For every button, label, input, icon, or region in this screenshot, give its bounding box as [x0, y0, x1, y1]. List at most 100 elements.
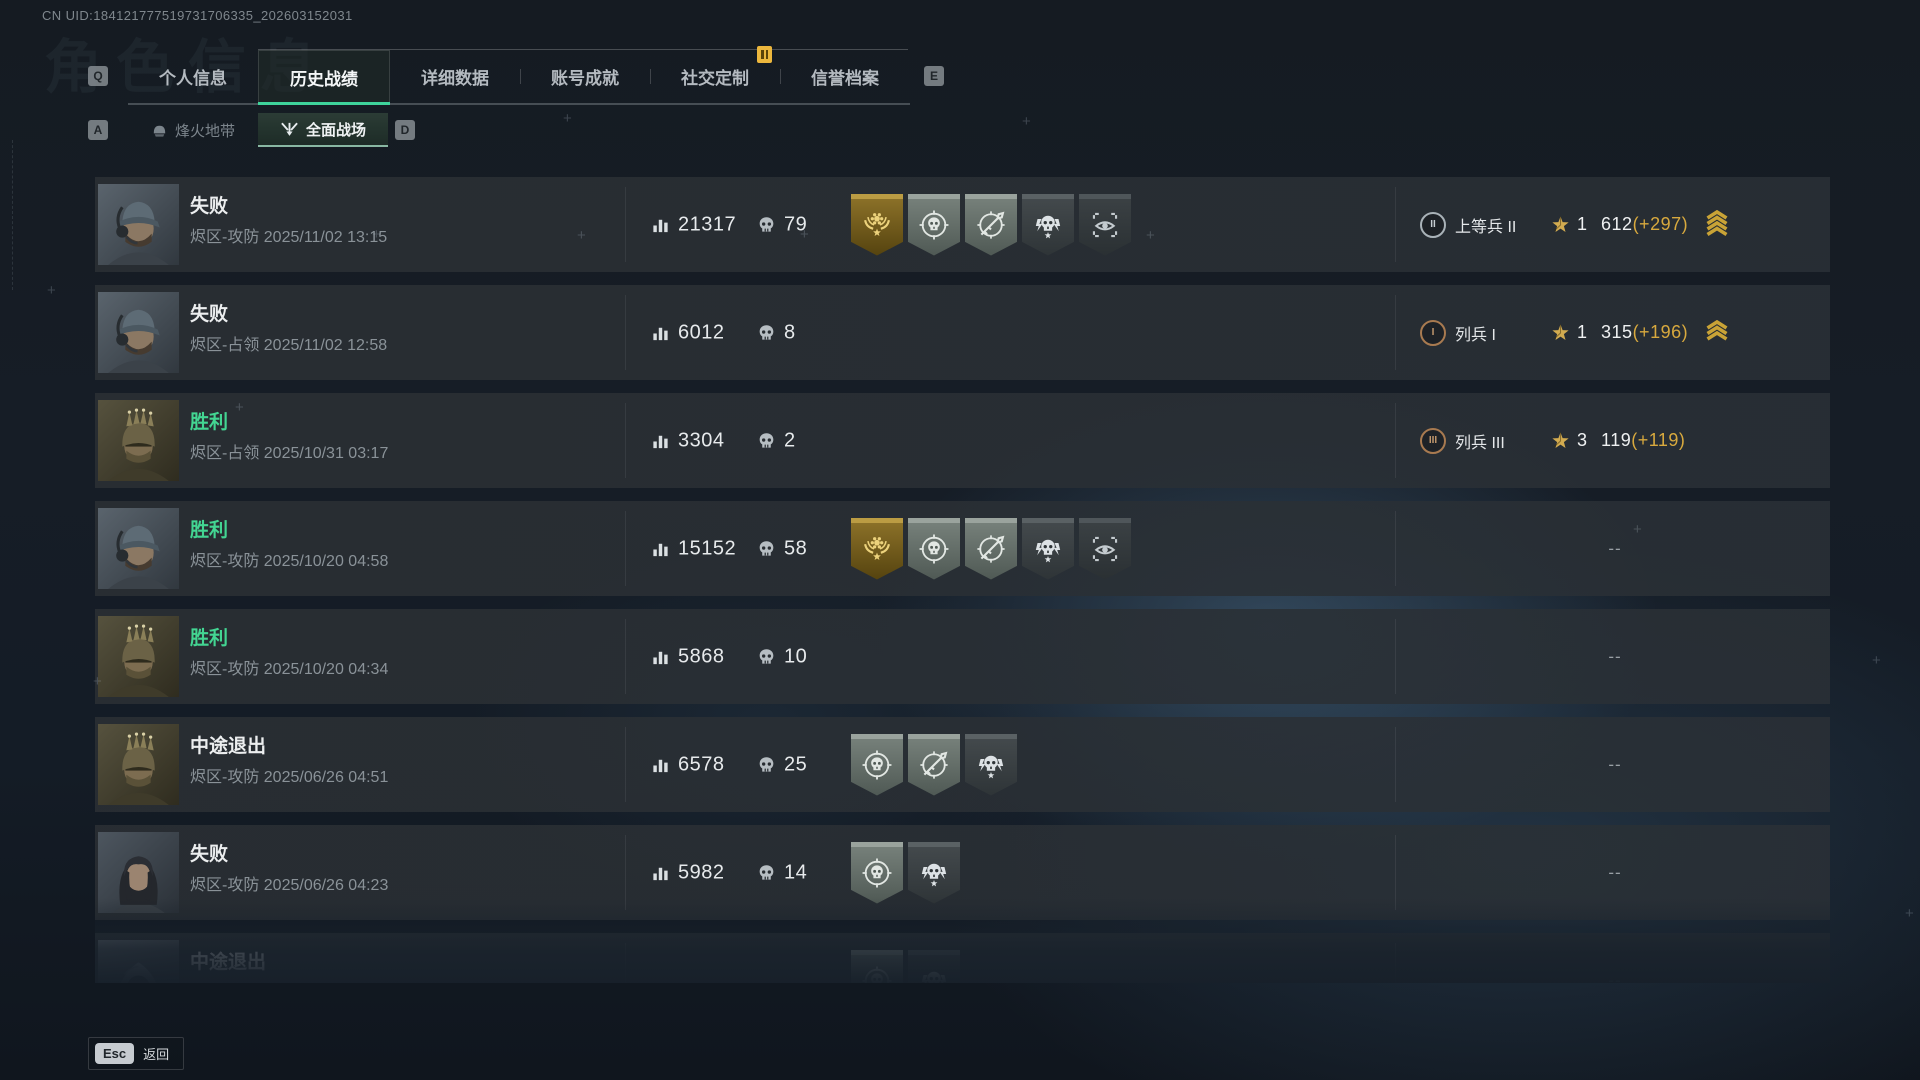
- skull-scope-medal-icon: [851, 949, 903, 983]
- player-avatar: [98, 508, 179, 589]
- skull-icon: [757, 863, 776, 882]
- rank-placeholder: --: [1608, 754, 1622, 774]
- match-score: 3304: [678, 429, 725, 451]
- match-row[interactable]: 失败 烬区-占领 2025/11/02 12:58 6012 8 I 列兵 I 1…: [95, 285, 1830, 380]
- rank-placeholder: --: [1608, 970, 1622, 984]
- tab-4[interactable]: 账号成就: [520, 50, 650, 103]
- match-row[interactable]: 失败 烬区-攻防 2025/11/02 13:15 21317 79 II 上等兵…: [95, 177, 1830, 272]
- tab-6[interactable]: 信誉档案: [780, 50, 910, 103]
- skull-scope-medal-icon: [908, 193, 960, 256]
- back-button[interactable]: Esc 返回: [88, 1037, 185, 1070]
- back-label: 返回: [143, 1047, 170, 1062]
- column-divider: [625, 295, 626, 370]
- match-row[interactable]: 中途退出 烬区-攻防 2025/06/26 04:51 6578 25 --: [95, 717, 1830, 812]
- match-score: 6012: [678, 321, 725, 343]
- mode-option-label: 全面战场: [305, 121, 366, 139]
- key-hint-a: A: [88, 120, 108, 140]
- player-avatar: [98, 184, 179, 265]
- rank-info: II 上等兵 II 1 612(+297): [1420, 177, 1730, 272]
- rank-info: III 列兵 III 3 119(+119): [1420, 393, 1685, 488]
- tab-3[interactable]: 详细数据: [421, 69, 489, 88]
- match-score: 15152: [678, 537, 737, 559]
- match-kills: 79: [784, 213, 808, 235]
- match-row[interactable]: 胜利 烬区-占领 2025/10/31 03:17 3304 2 III 列兵 I…: [95, 393, 1830, 488]
- key-hint-d: D: [395, 120, 415, 140]
- tab-5[interactable]: 社交定制: [650, 50, 780, 103]
- match-row[interactable]: 失败 烬区-攻防 2025/06/26 04:23 5982 14 --: [95, 825, 1830, 920]
- skull-lightning-medal-icon: [965, 733, 1017, 796]
- alert-icon: [757, 46, 772, 63]
- skull-icon: [757, 755, 776, 774]
- crosshair-marker-decoration: +: [1022, 113, 1031, 130]
- rank-star-level: 1: [1577, 214, 1588, 234]
- tab-2[interactable]: 历史战绩: [258, 50, 390, 105]
- tab-1[interactable]: 个人信息: [159, 69, 227, 88]
- player-avatar: [98, 832, 179, 913]
- match-mode-datetime: 烬区-攻防 2025/11/02 13:15: [190, 229, 388, 246]
- match-score: 21317: [678, 213, 737, 235]
- skull-icon: [757, 323, 776, 342]
- main-tabbar: 个人信息 历史战绩 详细数据 账号成就 社交定制 信誉档案: [128, 50, 910, 105]
- column-divider: [625, 187, 626, 262]
- rank-placeholder: --: [1608, 862, 1622, 882]
- match-mode-datetime: 烬区-占领 2025/10/31 03:17: [190, 445, 389, 462]
- match-mode-datetime: 烬区-攻防 2025/10/20 04:34: [190, 661, 389, 678]
- skull-scope-medal-icon: [908, 517, 960, 580]
- match-score: 5982: [678, 861, 725, 883]
- match-mode-datetime: 烬区-攻防 2025/10/20 04:58: [190, 553, 389, 570]
- eye-brackets-medal-icon: [1079, 193, 1131, 256]
- rank-name: 列兵 I: [1455, 326, 1496, 344]
- match-kills: 58: [784, 537, 808, 559]
- skull-lightning-medal-icon: [908, 841, 960, 904]
- match-row[interactable]: 胜利 烬区-攻防 2025/10/20 04:58 15152 58 --: [95, 501, 1830, 596]
- rank-points-delta: (+297): [1632, 214, 1689, 234]
- skull-lightning-medal-icon: [1022, 517, 1074, 580]
- match-score: 5868: [678, 645, 725, 667]
- match-list: 失败 烬区-攻防 2025/11/02 13:15 21317 79 II 上等兵…: [95, 177, 1830, 983]
- rank-insignia-icon: I: [1420, 319, 1446, 346]
- match-mode-datetime: 烬区-占领 2025/11/02 12:58: [190, 337, 388, 354]
- match-kills: 10: [784, 645, 808, 667]
- match-result: 中途退出: [190, 952, 267, 973]
- bar-chart-icon: [651, 215, 670, 234]
- eye-brackets-medal-icon: [1079, 517, 1131, 580]
- mode-option-label: 烽火地带: [174, 122, 235, 140]
- mode-option-1[interactable]: 烽火地带: [128, 113, 258, 147]
- match-row[interactable]: 胜利 烬区-攻防 2025/10/20 04:34 5868 10 --: [95, 609, 1830, 704]
- match-score: 6578: [678, 753, 725, 775]
- skull-icon: [757, 539, 776, 558]
- rank-star-level: 3: [1577, 430, 1588, 450]
- match-result: 失败: [190, 844, 229, 865]
- rank-points-delta: (+119): [1631, 430, 1686, 450]
- bar-chart-icon: [651, 755, 670, 774]
- skull-lightning-medal-icon: [908, 949, 960, 983]
- medal-strip: [851, 193, 1131, 256]
- match-result: 胜利: [190, 412, 229, 433]
- match-result: 失败: [190, 304, 229, 325]
- rank-name: 上等兵 II: [1455, 218, 1517, 236]
- match-kills: 14: [784, 861, 808, 883]
- left-ruler-decoration: [12, 140, 13, 290]
- rank-placeholder: --: [1608, 646, 1622, 666]
- match-row[interactable]: 中途退出 --: [95, 933, 1830, 983]
- column-divider: [1395, 187, 1396, 262]
- bar-chart-icon: [651, 863, 670, 882]
- medal-strip: [851, 517, 1131, 580]
- column-divider: [1395, 727, 1396, 802]
- column-divider: [1395, 619, 1396, 694]
- skull-lightning-medal-icon: [1022, 193, 1074, 256]
- gold-laurel-medal-icon: [851, 517, 903, 580]
- skull-scope-medal-icon: [851, 733, 903, 796]
- match-kills: 8: [784, 321, 796, 343]
- bar-chart-icon: [651, 431, 670, 450]
- skull-icon: [757, 215, 776, 234]
- esc-keycap: Esc: [95, 1043, 135, 1064]
- rifle-scope-medal-icon: [965, 193, 1017, 256]
- mode-option-2[interactable]: 全面战场: [258, 113, 388, 147]
- match-kills: 25: [784, 753, 808, 775]
- gold-star-icon: [1551, 323, 1570, 342]
- column-divider: [1395, 295, 1396, 370]
- player-avatar: [98, 616, 179, 697]
- player-avatar: [98, 400, 179, 481]
- helmet-icon: [151, 122, 168, 139]
